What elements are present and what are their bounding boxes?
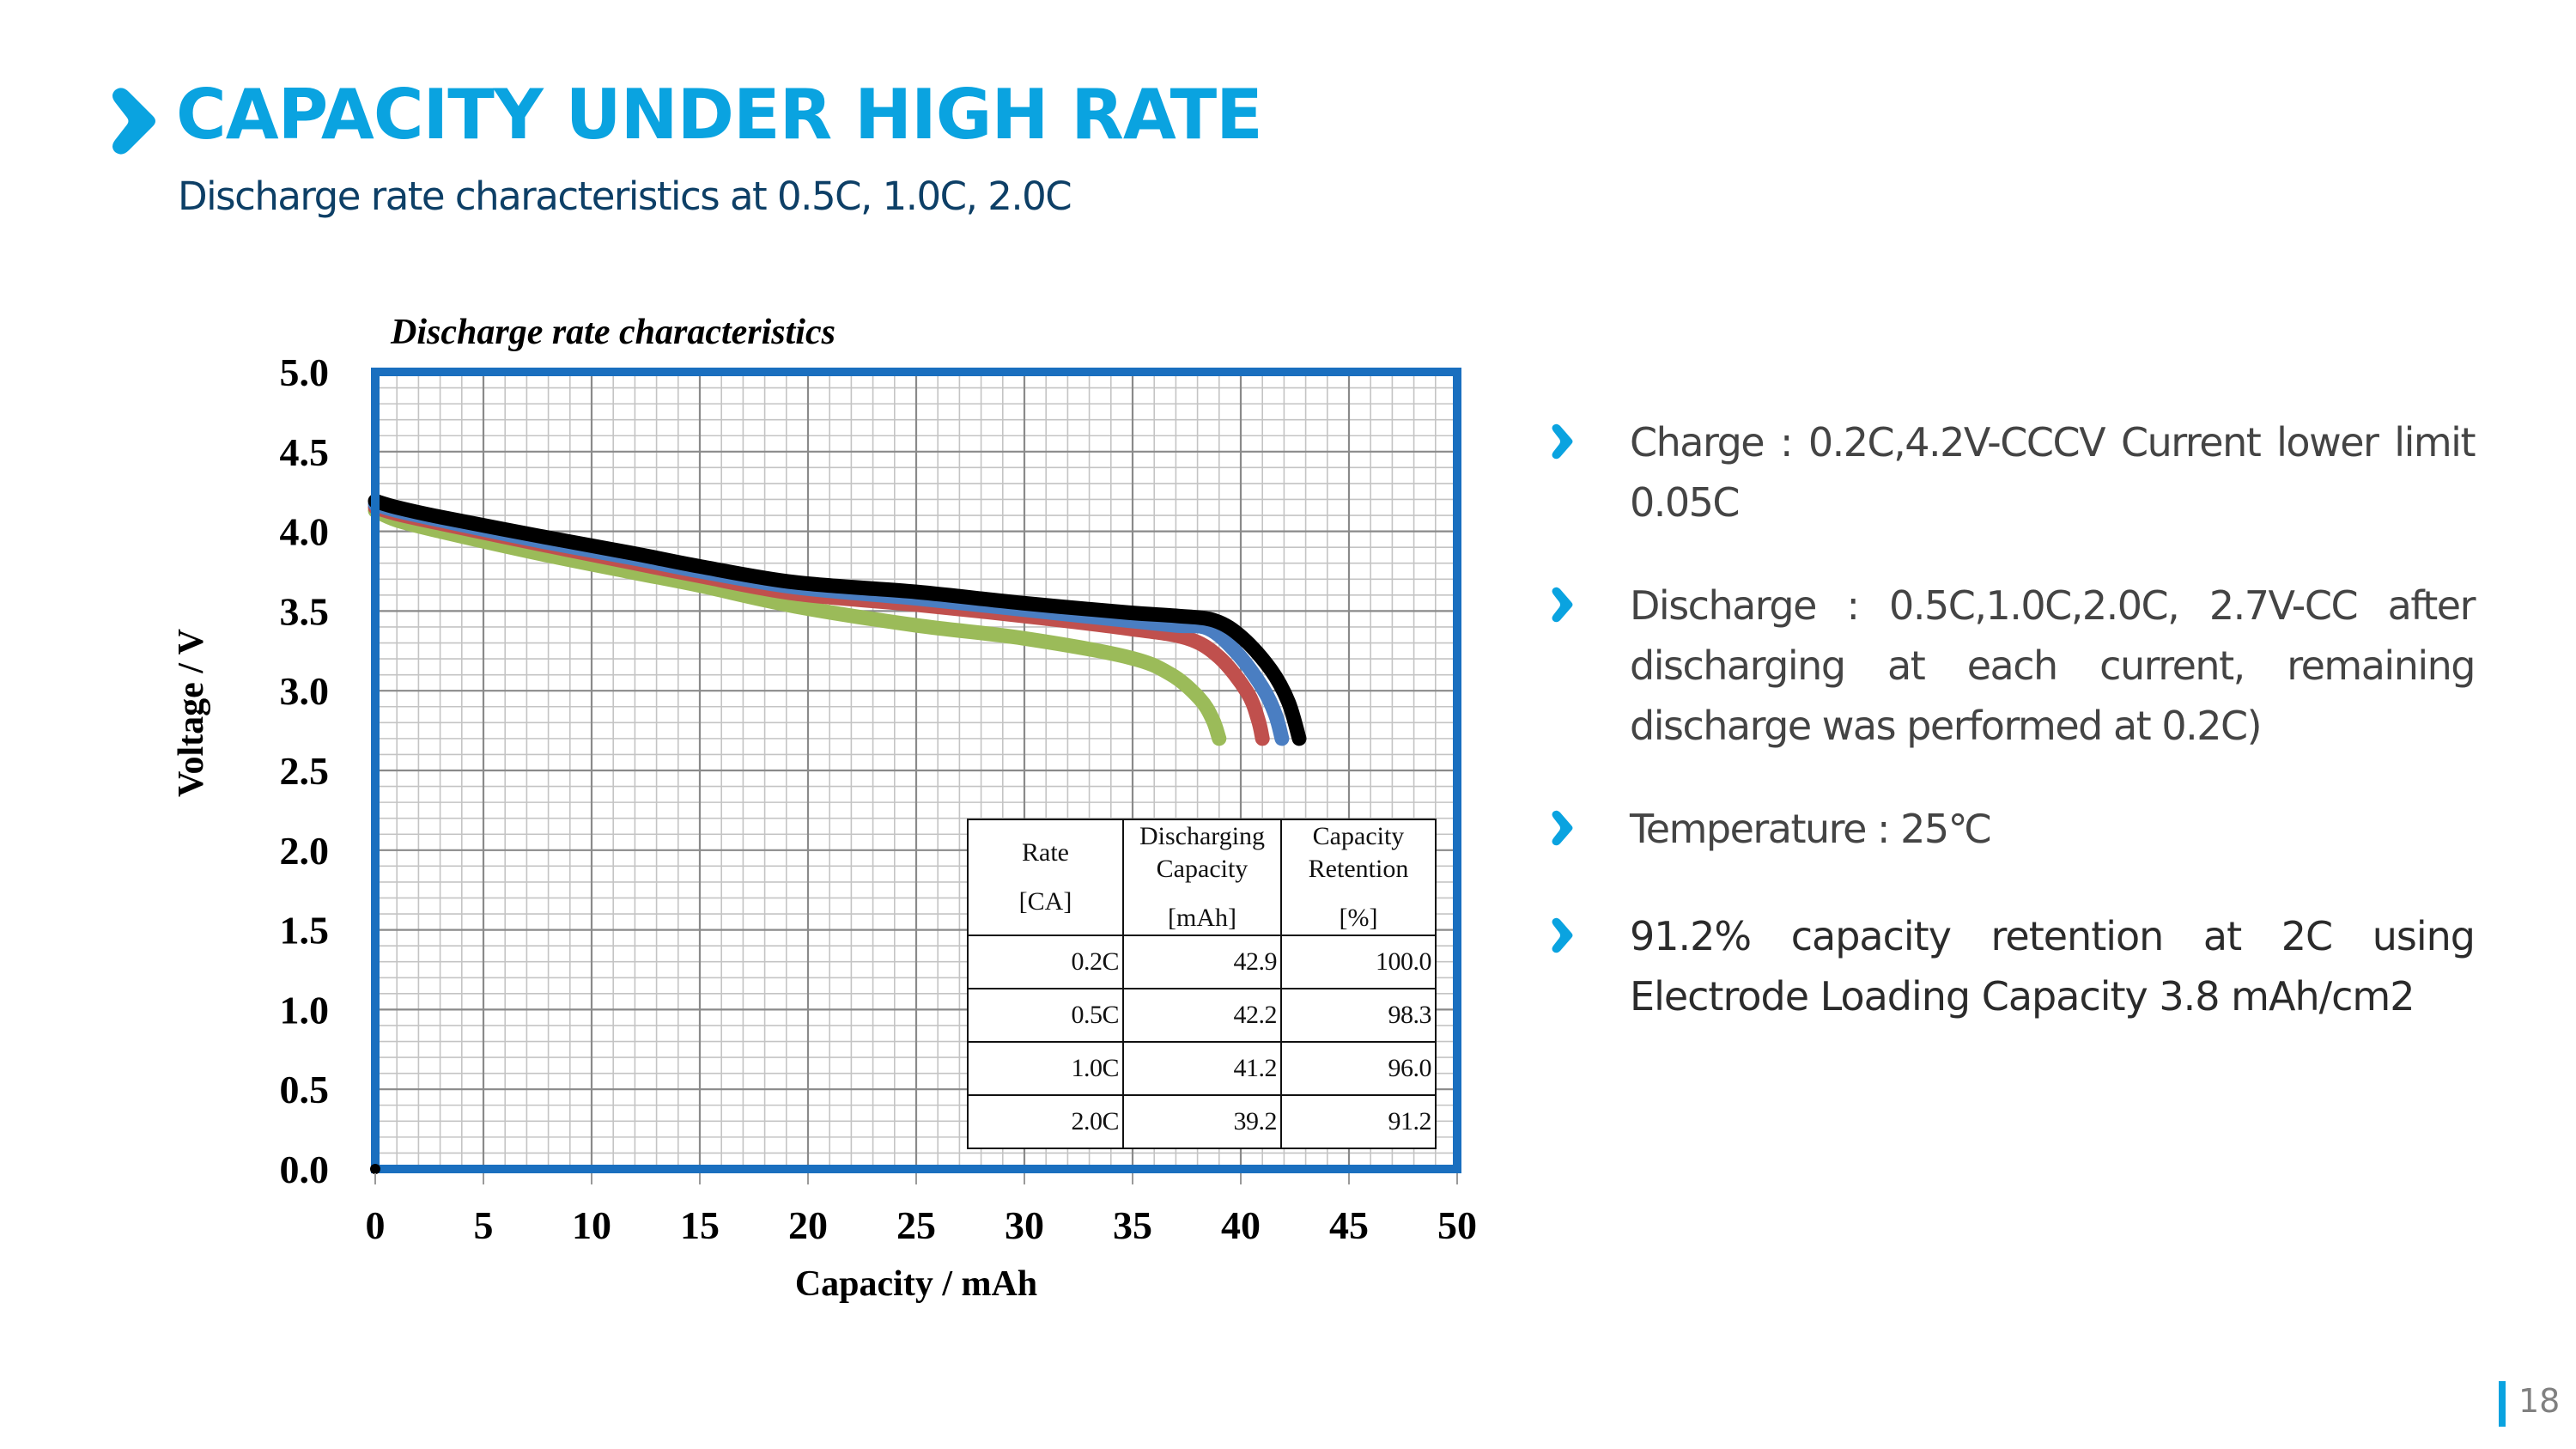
chevron-right-icon	[1552, 423, 1573, 460]
cell-retention: 98.3	[1280, 987, 1437, 1043]
x-tick-label: 15	[680, 1203, 720, 1247]
x-tick-label: 10	[572, 1203, 611, 1247]
bullet-text: Charge : 0.2C,4.2V-CCCV Current lower li…	[1630, 419, 2476, 526]
plot-frame	[371, 368, 1461, 1173]
table-row: 1.0C 41.2 96.0	[967, 1040, 1437, 1096]
table-row: 0.2C 42.9 100.0	[967, 934, 1437, 989]
page-number-bar	[2499, 1381, 2506, 1427]
y-tick-label: 4.0	[280, 510, 330, 554]
cell-rate: 1.0C	[967, 1040, 1124, 1096]
x-tick-label: 0	[366, 1203, 386, 1247]
x-tick-label: 45	[1329, 1203, 1369, 1247]
page-number: 18	[2518, 1382, 2561, 1420]
cell-capacity: 39.2	[1122, 1093, 1282, 1150]
chart-title: Discharge rate characteristics	[390, 313, 835, 352]
cell-retention: 100.0	[1280, 934, 1437, 989]
series-line-0_2C	[368, 493, 1307, 746]
chevron-right-icon	[1552, 587, 1573, 623]
x-tick-label: 40	[1221, 1203, 1261, 1247]
chevron-right-icon	[1552, 917, 1573, 953]
table-row: 2.0C 39.2 91.2	[967, 1093, 1437, 1150]
conditions-list: Charge : 0.2C,4.2V-CCCV Current lower li…	[1546, 412, 2476, 1069]
bullet-text: 91.2% capacity retention at 2C using Ele…	[1630, 913, 2476, 1020]
y-tick-label: 1.5	[280, 909, 330, 953]
origin-marker	[370, 1164, 380, 1174]
y-axis-ticks: 0.0 0.5 1.0 1.5 2.0 2.5 3.0 3.5 4.0 4.5 5.0	[280, 350, 330, 1191]
slide-subtitle: Discharge rate characteristics at 0.5C, …	[178, 174, 1072, 219]
cell-retention: 91.2	[1280, 1093, 1437, 1150]
x-axis-label: Capacity / mAh	[795, 1264, 1037, 1304]
x-tick-label: 35	[1113, 1203, 1152, 1247]
bullet-charge: Charge : 0.2C,4.2V-CCCV Current lower li…	[1546, 412, 2476, 533]
x-tick-label: 20	[788, 1203, 828, 1247]
x-tick-label: 50	[1437, 1203, 1477, 1247]
slide-title: CAPACITY UNDER HIGH RATE	[176, 75, 1263, 155]
header-capacity-retention: Capacity Retention [%]	[1280, 819, 1437, 936]
y-tick-label: 3.5	[280, 589, 330, 633]
y-axis-label: Voltage / V	[172, 629, 211, 797]
series-line-2_0C	[368, 502, 1227, 746]
bullet-discharge: Discharge : 0.5C,1.0C,2.0C, 2.7V-CC afte…	[1546, 575, 2476, 756]
discharge-chart: 0 5 10 15 20 25 30 35 40 45 50 0.0 0.5 1.0 1.5 2.0 2.5 3…	[172, 313, 1477, 1304]
cell-capacity: 41.2	[1122, 1040, 1282, 1096]
cell-retention: 96.0	[1280, 1040, 1437, 1096]
x-axis-ticks: 0 5 10 15 20 25 30 35 40 45 50	[366, 1173, 1477, 1247]
header-discharging-capacity: Discharging Capacity [mAh]	[1122, 819, 1282, 936]
x-tick-label: 25	[896, 1203, 936, 1247]
cell-rate: 0.2C	[967, 934, 1124, 989]
chevron-right-icon	[1552, 810, 1573, 846]
header-rate: Rate [CA]	[967, 819, 1124, 936]
bullet-retention-highlight: 91.2% capacity retention at 2C using Ele…	[1546, 906, 2476, 1026]
cell-capacity: 42.9	[1122, 934, 1282, 989]
table-header-row: Rate [CA] Discharging Capacity [mAh] Cap…	[967, 819, 1437, 936]
y-tick-label: 4.5	[280, 430, 330, 474]
y-tick-label: 2.5	[280, 749, 330, 793]
series-layer	[368, 493, 1307, 746]
series-line-0_5C	[368, 496, 1290, 746]
y-tick-label: 1.0	[280, 988, 330, 1032]
y-tick-label: 0.5	[280, 1068, 330, 1111]
cell-capacity: 42.2	[1122, 987, 1282, 1043]
cell-rate: 2.0C	[967, 1093, 1124, 1150]
x-tick-label: 30	[1005, 1203, 1044, 1247]
bullet-temperature: Temperature : 25℃	[1546, 799, 2475, 859]
y-tick-label: 0.0	[280, 1148, 330, 1191]
bullet-text: Discharge : 0.5C,1.0C,2.0C, 2.7V-CC afte…	[1630, 582, 2476, 749]
y-tick-label: 5.0	[280, 350, 330, 394]
y-tick-label: 3.0	[280, 669, 330, 713]
results-table: Rate [CA] Discharging Capacity [mAh] Cap…	[967, 819, 1437, 1150]
chevron-right-icon	[112, 88, 155, 155]
y-tick-label: 2.0	[280, 829, 330, 873]
table-row: 0.5C 42.2 98.3	[967, 987, 1437, 1043]
x-tick-label: 5	[474, 1203, 494, 1247]
cell-rate: 0.5C	[967, 987, 1124, 1043]
bullet-text: Temperature : 25℃	[1630, 806, 1992, 852]
